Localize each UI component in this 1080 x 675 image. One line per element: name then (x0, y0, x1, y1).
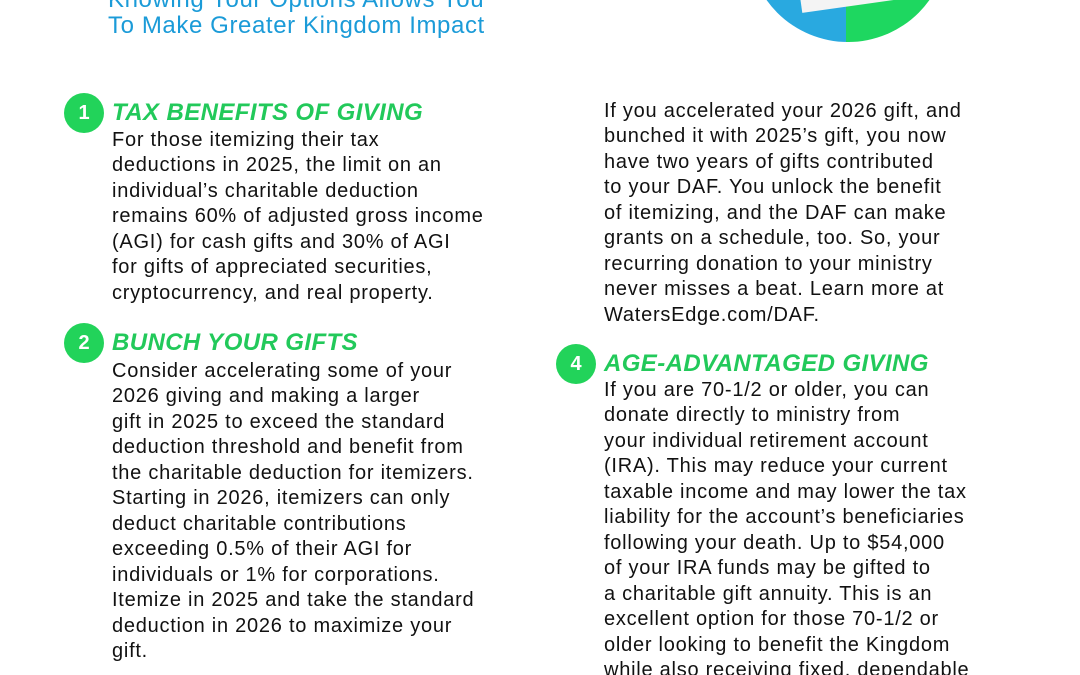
body-text: liability for the account’s beneficiarie… (604, 506, 965, 529)
body-text: deductions in 2025, the limit on an (112, 154, 442, 177)
body-text: following your death. Up to $54,000 (604, 531, 945, 554)
body-text: cryptocurrency, and real property. (112, 281, 434, 304)
body-text: never misses a beat. Learn more at (604, 278, 945, 301)
section-heading: AGE-ADVANTAGED GIVING (604, 350, 929, 377)
body-text: individuals or 1% for corporations. (112, 563, 440, 586)
body-text: grants on a schedule, too. So, your (604, 227, 941, 250)
body-text: WatersEdge.com/DAF. (604, 303, 820, 326)
body-text: for gifts of appreciated securities, (112, 256, 433, 279)
section-heading: TAX BENEFITS OF GIVING (112, 99, 424, 126)
section-heading: BUNCH YOUR GIFTS (112, 329, 358, 356)
body-text: taxable income and may lower the tax (604, 480, 967, 503)
body-text: deduction threshold and benefit from (112, 436, 464, 459)
body-text: your individual retirement account (604, 429, 929, 452)
header-image (748, 0, 948, 42)
body-text: Starting in 2026, itemizers can only (112, 487, 451, 510)
body-text: to your DAF. You unlock the benefit (604, 176, 942, 199)
body-text: of your IRA funds may be gifted to (604, 557, 931, 580)
body-text: If you are 70-1/2 or older, you can (604, 379, 930, 401)
body-text: older looking to benefit the Kingdom (604, 633, 951, 656)
section-number: 2 (64, 323, 104, 363)
body-text: the charitable deduction for itemizers. (112, 461, 474, 484)
section-number: 1 (64, 93, 104, 133)
body-text: 2026 giving and making a larger (112, 385, 420, 408)
body-text: donate directly to ministry from (604, 404, 901, 427)
body-text: while also receiving fixed, dependable (604, 658, 970, 675)
body-text: excellent option for those 70-1/2 or (604, 608, 939, 631)
body-text: (AGI) for cash gifts and 30% of AGI (112, 230, 451, 253)
body-text: gift. (112, 639, 148, 662)
body-text: recurring donation to your ministry (604, 252, 933, 275)
body-text: a charitable gift annuity. This is an (604, 582, 933, 605)
body-text: deduction in 2026 to maximize your (112, 614, 453, 637)
body-text: exceeding 0.5% of their AGI for (112, 538, 413, 561)
body-text: deduct charitable contributions (112, 512, 407, 535)
body-text: bunched it with 2025’s gift, you now (604, 125, 947, 148)
body-text: Itemize in 2025 and take the standard (112, 589, 475, 612)
body-text: gift in 2025 to exceed the standard (112, 410, 446, 433)
body-text: (IRA). This may reduce your current (604, 455, 948, 478)
body-text: For those itemizing their tax (112, 129, 380, 151)
body-text: Consider accelerating some of your (112, 360, 453, 382)
title: Knowing Your Options Allows You (108, 0, 484, 14)
body-text: individual’s charitable deduction (112, 179, 419, 202)
body-text: have two years of gifts contributed (604, 150, 934, 173)
title: To Make Greater Kingdom Impact (108, 12, 485, 39)
section-number: 4 (556, 344, 596, 384)
body-text: remains 60% of adjusted gross income (112, 205, 484, 228)
body-text: of itemizing, and the DAF can make (604, 201, 947, 224)
body-text: If you accelerated your 2026 gift, and (604, 100, 962, 122)
